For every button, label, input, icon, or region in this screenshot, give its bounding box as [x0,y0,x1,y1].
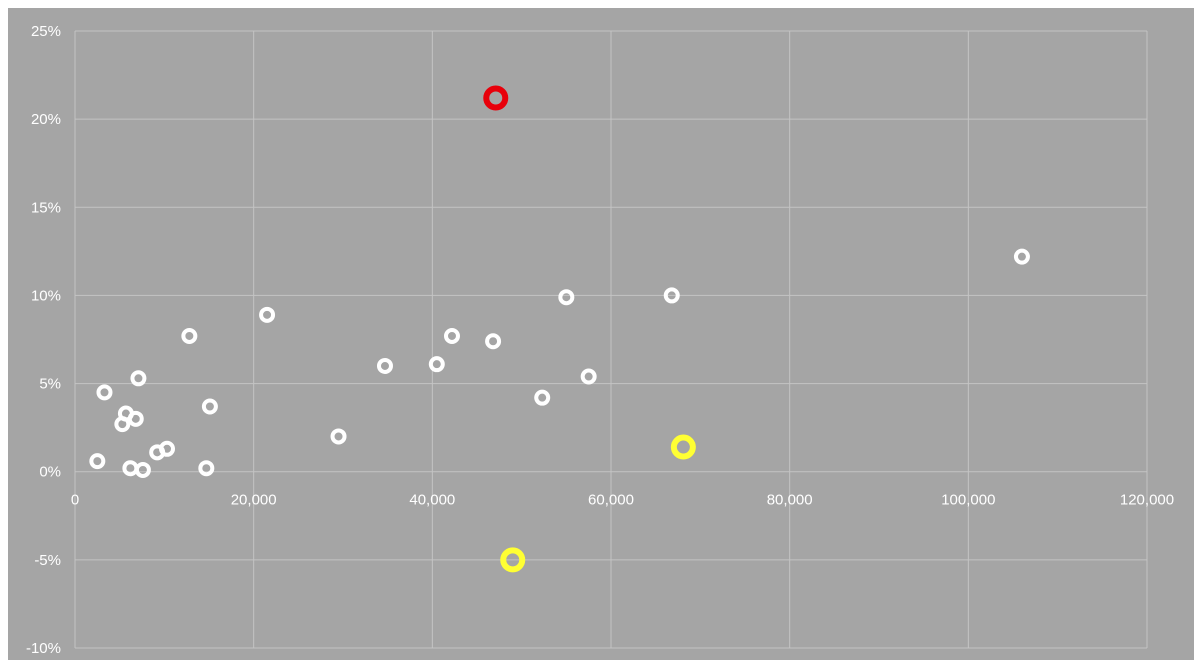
data-point [1013,248,1030,265]
data-point [534,389,551,406]
data-points [89,85,1030,573]
y-tick-label: 5% [39,376,61,393]
data-point [122,460,139,477]
y-tick-label: -5% [34,552,61,569]
data-point [159,440,176,457]
x-tick-label: 120,000 [1120,492,1174,509]
y-tick-label: 25% [31,23,61,40]
data-point [330,428,347,445]
data-point [663,287,680,304]
data-point [134,461,151,478]
x-tick-label: 40,000 [409,492,455,509]
data-point [198,460,215,477]
data-point [96,384,113,401]
data-point [181,327,198,344]
data-point [89,453,106,470]
data-point [259,306,276,323]
grid [74,30,1148,649]
x-tick-label: 0 [71,492,79,509]
data-point [376,357,393,374]
data-point [127,410,144,427]
x-tick-label: 80,000 [767,492,813,509]
y-tick-label: 15% [31,199,61,216]
y-tick-label: 0% [39,464,61,481]
y-axis-tick-labels: 25% 20% 15% 10% 5% 0% -5% -10% [26,23,61,657]
data-point [558,289,575,306]
highlighted-data-point [500,547,526,573]
data-point [443,327,460,344]
y-tick-label: 20% [31,111,61,128]
data-point [485,333,502,350]
y-tick-label: -10% [26,640,61,657]
data-point [201,398,218,415]
scatter-chart: 25% 20% 15% 10% 5% 0% -5% -10% 0 20,000 40,000 60,… [8,8,1194,660]
highlighted-data-point [670,434,696,460]
x-tick-label: 60,000 [588,492,634,509]
x-tick-label: 20,000 [231,492,277,509]
x-axis-tick-labels: 0 20,000 40,000 60,000 80,000 100,000 120,000 [71,492,1174,509]
data-point [580,368,597,385]
x-tick-label: 100,000 [941,492,995,509]
data-point [130,370,147,387]
y-tick-label: 10% [31,287,61,304]
chart-canvas: 25% 20% 15% 10% 5% 0% -5% -10% 0 20,000 40,000 60,… [26,23,1174,657]
data-point [428,356,445,373]
highlighted-data-point [483,85,509,111]
